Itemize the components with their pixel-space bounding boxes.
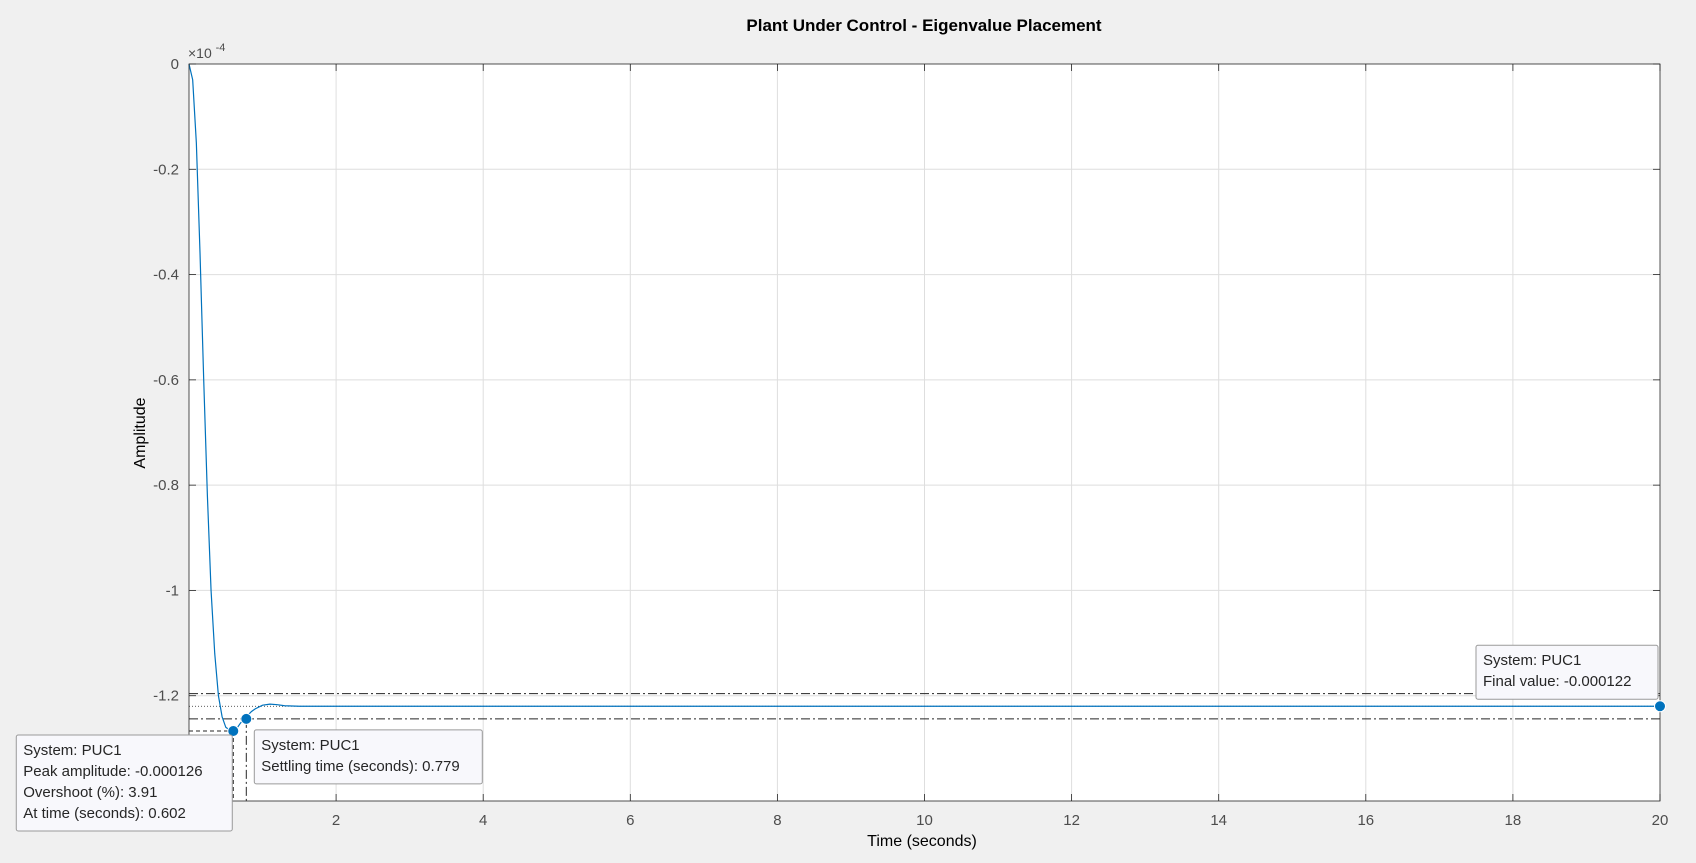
data-tip-final: System: PUC1 Final value: -0.000122: [1475, 644, 1659, 700]
data-tip-box: [1475, 644, 1659, 700]
data-tip-line: Overshoot (%): 3.91: [23, 784, 157, 801]
data-tip-line: At time (seconds): 0.602: [23, 805, 186, 822]
x-axis-label: Time (seconds): [867, 833, 977, 850]
data-tip-marker-settling: [240, 712, 253, 725]
data-tip-line: Peak amplitude: -0.000126: [23, 763, 202, 780]
y-exponent: ×10 -4: [188, 42, 225, 61]
x-tick-label: 8: [773, 812, 781, 829]
data-tip-line: System: PUC1: [1483, 652, 1581, 669]
y-tick-label: -0.8: [153, 477, 179, 494]
axis-ticks: 2 4 6 8 10 12 14 16 18 20 0 -0.2 -0.4 -0.6 -0.8 -1 -1.2: [153, 56, 1668, 829]
x-tick-label: 16: [1357, 812, 1374, 829]
data-tip-markers: [227, 700, 1666, 737]
y-tick-label: -0.2: [153, 161, 179, 178]
series-line-PUC1: [188, 63, 1660, 732]
x-tick-label: 20: [1652, 812, 1669, 829]
y-axis-label: Amplitude: [132, 397, 149, 468]
grid-lines: [189, 64, 1660, 801]
x-tick-label: 14: [1210, 812, 1227, 829]
data-tip-line: Settling time (seconds): 0.779: [261, 758, 459, 775]
data-tip-line: System: PUC1: [23, 742, 121, 759]
x-tick-label: 2: [332, 812, 340, 829]
x-tick-label: 4: [479, 812, 487, 829]
y-tick-label: -0.4: [153, 267, 179, 284]
data-tip-line: System: PUC1: [261, 737, 359, 754]
chart-title: Plant Under Control - Eigenvalue Placeme…: [746, 16, 1102, 35]
y-exponent-base: ×10: [188, 45, 212, 61]
x-tick-label: 18: [1505, 812, 1522, 829]
data-tip-box: [253, 729, 483, 785]
data-tip-box: [15, 734, 233, 832]
data-tip-marker-final: [1654, 700, 1666, 713]
series-layer: [188, 63, 1660, 732]
y-tick-label: 0: [171, 56, 179, 73]
y-tick-label: -0.6: [153, 372, 179, 389]
data-tip-settling: System: PUC1 Settling time (seconds): 0.7…: [253, 729, 483, 785]
y-exponent-power: -4: [216, 42, 226, 54]
x-tick-label: 6: [626, 812, 634, 829]
y-tick-label: -1: [166, 582, 179, 599]
data-tip-line: Final value: -0.000122: [1483, 673, 1631, 690]
data-tips: System: PUC1 Peak amplitude: -0.000126 Ove…: [15, 644, 1659, 832]
y-tick-label: -1.2: [153, 688, 179, 705]
x-tick-label: 12: [1063, 812, 1080, 829]
x-tick-label: 10: [916, 812, 933, 829]
data-tip-marker-peak: [227, 724, 240, 737]
data-tip-peak: System: PUC1 Peak amplitude: -0.000126 Ove…: [15, 734, 233, 832]
